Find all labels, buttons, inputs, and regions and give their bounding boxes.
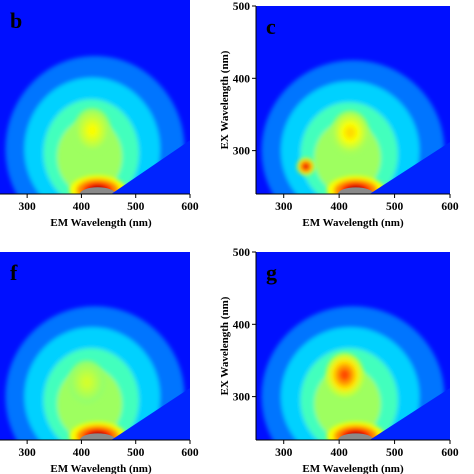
- y-tick-label: 500: [233, 1, 251, 13]
- saturated-region: [337, 187, 374, 194]
- y-tick-label: 400: [233, 73, 251, 85]
- x-tick-label: 400: [331, 201, 349, 213]
- x-tick-label: 600: [181, 447, 199, 459]
- panel-letter: f: [10, 260, 18, 285]
- x-tick-label: 500: [386, 447, 404, 459]
- lower-background: [111, 140, 190, 194]
- x-tick-label: 500: [386, 201, 404, 213]
- x-tick-label: 400: [331, 447, 349, 459]
- peak-g: [325, 353, 364, 397]
- panel-f: 300 400 500 600 EM Wavelength (nm) f: [0, 252, 199, 474]
- panel-g: 300 400 500 600 300 400 500 EM Wavelength (nm) E…: [219, 247, 459, 474]
- x-tick-label: 600: [441, 447, 459, 459]
- x-axis-title: EM Wavelength (nm): [50, 217, 152, 229]
- peak-b: [73, 108, 111, 153]
- lower-background: [369, 141, 450, 194]
- saturated-region: [79, 433, 116, 440]
- peak-band: [303, 164, 309, 169]
- peak-c: [297, 157, 315, 176]
- peak-f: [68, 360, 106, 404]
- peak-band: [81, 376, 93, 389]
- x-tick-label: 600: [441, 201, 459, 213]
- x-tick-label: 300: [275, 201, 293, 213]
- x-tick-label: 300: [19, 201, 37, 213]
- heatmap-area: [0, 252, 190, 440]
- x-axis-title: EM Wavelength (nm): [50, 463, 152, 474]
- y-tick-label: 500: [233, 247, 251, 259]
- heatmap-area: [0, 0, 190, 194]
- panel-letter: c: [266, 14, 276, 39]
- y-axis-title: EX Wavelength (nm): [219, 296, 231, 395]
- panel-letter: g: [266, 260, 277, 285]
- lower-background: [111, 387, 190, 440]
- peak-band: [339, 368, 350, 381]
- panel-b: 300 400 500 600 EM Wavelength (nm) b: [0, 0, 199, 229]
- peak-band: [87, 124, 98, 137]
- peak-band: [344, 126, 356, 139]
- heatmap-area: [256, 252, 450, 440]
- x-tick-label: 300: [19, 447, 37, 459]
- x-tick-label: 500: [127, 447, 145, 459]
- peak-c: [331, 110, 370, 155]
- y-tick-label: 300: [233, 392, 251, 404]
- x-tick-label: 400: [73, 201, 91, 213]
- lower-background: [369, 387, 450, 440]
- x-tick-label: 500: [127, 201, 145, 213]
- x-tick-label: 600: [181, 201, 199, 213]
- x-axis-title: EM Wavelength (nm): [302, 463, 404, 474]
- heatmap-area: [256, 6, 450, 194]
- y-axis-title: EX Wavelength (nm): [219, 50, 231, 149]
- saturated-region: [79, 187, 116, 194]
- panel-c: 300 400 500 600 300 400 500 EM Wavelength (nm) E…: [219, 1, 459, 229]
- saturated-region: [337, 433, 374, 440]
- x-tick-label: 400: [73, 447, 91, 459]
- y-tick-label: 300: [233, 146, 251, 158]
- x-tick-label: 300: [275, 447, 293, 459]
- x-axis-title: EM Wavelength (nm): [302, 217, 404, 229]
- panel-letter: b: [10, 8, 22, 33]
- y-tick-label: 400: [233, 319, 251, 331]
